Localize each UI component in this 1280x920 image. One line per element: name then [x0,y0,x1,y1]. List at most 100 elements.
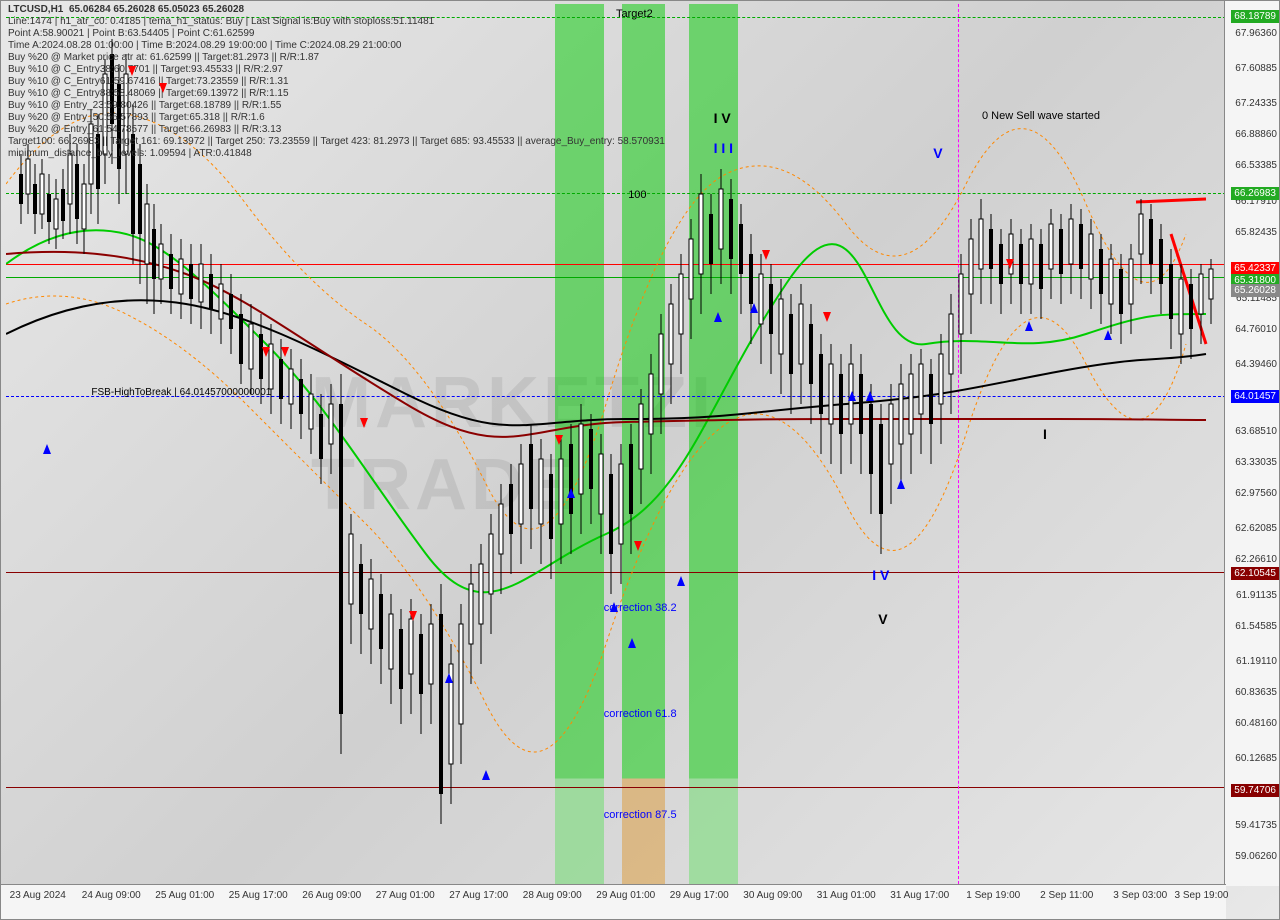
time-tick: 29 Aug 17:00 [670,890,729,901]
price-label: 62.10545 [1231,567,1279,580]
annotation-corr618: correction 61.8 [604,708,677,720]
hline-red [6,264,1231,265]
price-tick: 63.68510 [1235,426,1277,437]
info-line-4: Buy %10 @ C_Entry38:60.7701 || Target:93… [8,64,283,75]
price-axis: 68.31835 67.96360 67.60885 67.24335 66.8… [1224,1,1279,886]
symbol-header: LTCUSD,H1 65.06284 65.26028 65.05023 65.… [8,4,244,15]
price-tick: 64.39460 [1235,359,1277,370]
price-tick: 62.62085 [1235,523,1277,534]
price-tick: 66.53385 [1235,160,1277,171]
price-tick: 61.91135 [1236,590,1277,601]
price-tick: 66.88860 [1235,129,1277,140]
price-tick: 59.41735 [1235,820,1277,831]
info-line-8: Buy %20 @ Entry_50:56.57893 || Target:65… [8,112,265,123]
arrow-up-icon [714,312,722,322]
info-line-2: Time A:2024.08.28 01:00:00 | Time B:2024… [8,40,401,51]
hline-target1 [6,193,1231,194]
price-tick: 63.33035 [1235,457,1277,468]
info-line-7: Buy %10 @ Entry_23:59.80426 || Target:68… [8,100,281,111]
time-tick: 24 Aug 09:00 [82,890,141,901]
price-label: 68.18789 [1231,10,1279,23]
time-tick: 25 Aug 01:00 [155,890,214,901]
time-tick: 31 Aug 01:00 [817,890,876,901]
vline-current [958,4,959,889]
annotation-sellwave: 0 New Sell wave started [982,110,1100,122]
arrow-down-icon [159,83,167,93]
time-tick: 3 Sep 19:00 [1175,890,1229,901]
price-tick: 68.31835 [1235,0,1277,3]
annotation-target2: Target2 [616,8,653,20]
arrow-down-icon [823,312,831,322]
arrow-down-icon [762,250,770,260]
wave-v-blue: V [933,145,942,161]
wave-v-black: V [878,611,887,627]
time-tick: 1 Sep 19:00 [966,890,1020,901]
price-tick: 62.26610 [1235,554,1277,565]
arrow-down-icon [1006,259,1014,269]
price-tick: 60.48160 [1235,718,1277,729]
price-label: 66.26983 [1231,187,1279,200]
hline-darkred1 [6,572,1231,573]
watermark: MARKETZI TRADE [311,362,921,526]
arrow-down-icon [262,347,270,357]
time-tick: 30 Aug 09:00 [743,890,802,901]
price-tick: 67.24335 [1235,98,1277,109]
arrow-up-icon [677,576,685,586]
arrow-down-icon [128,66,136,76]
price-tick: 61.19110 [1236,656,1277,667]
time-tick: 27 Aug 01:00 [376,890,435,901]
wave-iv-blue: I V [872,567,889,583]
arrow-up-icon [445,673,453,683]
price-tick: 60.83635 [1235,687,1277,698]
price-tick: 59.06260 [1235,851,1277,862]
price-tick: 60.12685 [1235,753,1277,764]
time-tick: 3 Sep 03:00 [1113,890,1167,901]
arrow-up-icon [750,303,758,313]
annotation-corr875: correction 87.5 [604,809,677,821]
price-label: 64.01457 [1231,390,1279,403]
info-line-10: Target100: 66.26983 || Target 161: 69.13… [8,136,665,147]
price-tick: 67.60885 [1235,63,1277,74]
price-tick: 62.97560 [1235,488,1277,499]
price-label: 59.74706 [1231,784,1279,797]
chart-area[interactable]: MARKETZI TRADE [6,4,1226,884]
arrow-down-icon [634,541,642,551]
price-label: 65.26028 [1231,284,1279,297]
info-line-11: minimum_distance_buy_levels: 1.09594 | A… [8,148,252,159]
arrow-down-icon [360,418,368,428]
price-tick: 64.76010 [1235,324,1277,335]
time-tick: 25 Aug 17:00 [229,890,288,901]
info-line-1: Point A:58.90021 | Point B:63.54405 | Po… [8,28,255,39]
arrow-up-icon [1025,321,1033,331]
time-tick: 28 Aug 09:00 [523,890,582,901]
chart-container[interactable]: MARKETZI TRADE [0,0,1280,920]
info-line-0: Line:1474 | h1_atr_c0: 0.4185 | tema_h1_… [8,16,434,27]
time-tick: 27 Aug 17:00 [449,890,508,901]
price-tick: 67.96360 [1235,28,1277,39]
arrow-up-icon [610,602,618,612]
info-line-5: Buy %10 @ C_Entry61:59.67416 || Target:7… [8,76,289,87]
time-tick: 23 Aug 2024 [10,890,66,901]
annotation-100: 100 [628,189,646,201]
time-axis: 23 Aug 2024 24 Aug 09:00 25 Aug 01:00 25… [1,884,1226,919]
arrow-down-icon [409,611,417,621]
time-tick: 2 Sep 11:00 [1040,890,1093,901]
info-line-6: Buy %10 @ C_Entry88:58.48069 || Target:6… [8,88,289,99]
hline-darkred2 [6,787,1231,788]
arrow-up-icon [567,488,575,498]
time-tick: 31 Aug 17:00 [890,890,949,901]
arrow-down-icon [281,347,289,357]
hline-green [6,277,1231,278]
wave-iii: I I I [714,140,733,156]
price-tick: 61.54585 [1235,621,1277,632]
arrow-up-icon [43,444,51,454]
info-line-3: Buy %20 @ Market price atr at: 61.62599 … [8,52,319,63]
arrow-up-icon [848,391,856,401]
arrow-up-icon [482,770,490,780]
time-tick: 29 Aug 01:00 [596,890,655,901]
wave-i-black: I [1043,426,1047,442]
arrow-up-icon [1104,330,1112,340]
arrow-up-icon [628,638,636,648]
info-line-9: Buy %20 @ Entry_61:54.78577 || Target:66… [8,124,281,135]
arrow-up-icon [897,479,905,489]
